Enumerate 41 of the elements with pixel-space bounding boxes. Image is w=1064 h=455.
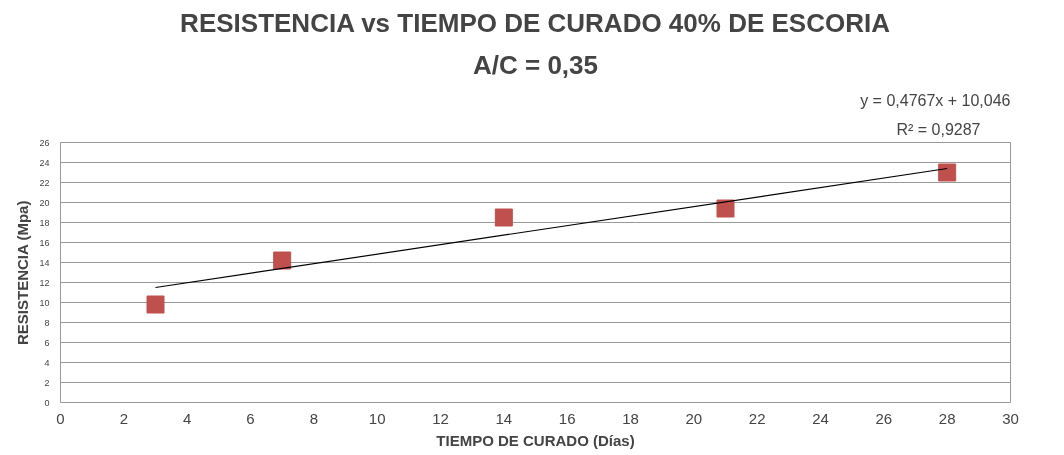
x-tick-label: 16 — [558, 409, 576, 427]
point — [938, 163, 957, 182]
chart-subtitle: A/C = 0,35 — [472, 49, 599, 80]
y-tick-label: 12 — [39, 277, 50, 288]
point — [716, 199, 735, 218]
x-tick-label: 26 — [875, 409, 893, 427]
y-tick-label: 2 — [44, 377, 50, 388]
x-tick-label: 8 — [309, 409, 319, 427]
y-tick-label: 26 — [39, 137, 50, 148]
x-tick-label: 18 — [622, 409, 639, 427]
y-tick-label: 10 — [39, 297, 50, 308]
y-axis-title: RESISTENCIA (Mpa) — [14, 200, 32, 345]
x-axis-title: TIEMPO DE CURADO (Días) — [436, 431, 635, 449]
x-tick-label: 2 — [119, 409, 129, 427]
text: y = 0,4767x + 10,046 — [860, 91, 1011, 109]
x-tick-label: 28 — [938, 409, 956, 427]
x-tick-label: 22 — [748, 409, 766, 427]
y-tick-label: 24 — [39, 157, 50, 168]
chart-title: RESISTENCIA vs TIEMPO DE CURADO 40% DE ESCORIA — [180, 7, 891, 38]
y-tick-label: 8 — [44, 317, 50, 328]
x-tick-label: 14 — [495, 409, 513, 427]
point — [146, 295, 165, 314]
x-tick-label: 12 — [432, 409, 449, 427]
x-tick-label: 6 — [246, 409, 255, 427]
x-tick-label: 20 — [685, 409, 703, 427]
y-tick-label: 4 — [44, 357, 50, 368]
point — [273, 251, 292, 270]
y-tick-label: 6 — [44, 337, 50, 348]
y-tick-label: 20 — [39, 197, 50, 208]
x-tick-label: 24 — [812, 409, 829, 427]
y-tick-label: 18 — [39, 217, 50, 228]
x-tick-label: 10 — [368, 409, 386, 427]
x-tick-label: 4 — [183, 409, 192, 427]
y-tick-label: 22 — [39, 177, 50, 188]
x-tick-label: 30 — [1002, 409, 1019, 427]
text: R² = 0,9287 — [896, 120, 981, 138]
y-tick-label: 14 — [39, 257, 50, 268]
y-tick-label: 16 — [39, 237, 50, 248]
x-tick-label: 0 — [56, 409, 65, 427]
point — [494, 208, 513, 227]
y-tick-label: 0 — [44, 397, 50, 408]
